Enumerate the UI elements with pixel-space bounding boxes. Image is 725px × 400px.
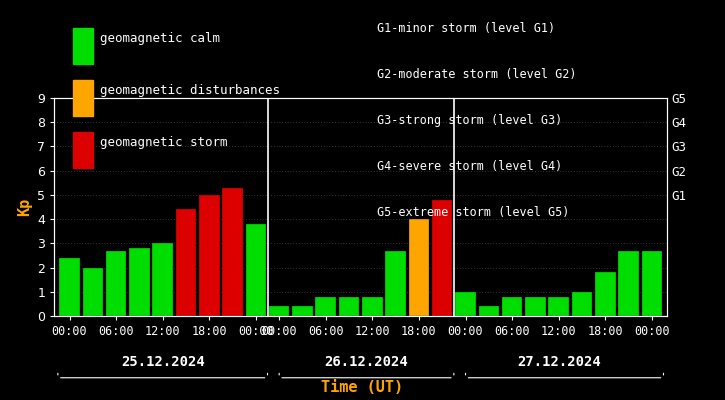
Bar: [642, 250, 662, 316]
Bar: [502, 297, 522, 316]
Bar: [83, 268, 103, 316]
Text: 26.12.2024: 26.12.2024: [325, 355, 408, 369]
Bar: [292, 306, 312, 316]
Text: geomagnetic storm: geomagnetic storm: [100, 136, 228, 148]
Bar: [386, 250, 406, 316]
Bar: [129, 248, 149, 316]
Bar: [223, 188, 243, 316]
Text: G4-severe storm (level G4): G4-severe storm (level G4): [377, 160, 563, 173]
Bar: [246, 224, 266, 316]
Bar: [455, 292, 476, 316]
Bar: [478, 306, 499, 316]
Text: G1-minor storm (level G1): G1-minor storm (level G1): [377, 22, 555, 35]
Bar: [269, 306, 289, 316]
Text: geomagnetic disturbances: geomagnetic disturbances: [100, 84, 280, 96]
Bar: [315, 297, 336, 316]
Y-axis label: Kp: Kp: [17, 198, 32, 216]
Bar: [175, 210, 196, 316]
Text: Time (UT): Time (UT): [321, 380, 404, 395]
Bar: [362, 297, 383, 316]
Bar: [106, 250, 126, 316]
Bar: [409, 219, 429, 316]
Text: G5-extreme storm (level G5): G5-extreme storm (level G5): [377, 206, 569, 219]
Text: 25.12.2024: 25.12.2024: [121, 355, 204, 369]
Bar: [339, 297, 360, 316]
Bar: [525, 297, 546, 316]
Bar: [59, 258, 80, 316]
Bar: [618, 250, 639, 316]
Text: G2-moderate storm (level G2): G2-moderate storm (level G2): [377, 68, 576, 81]
Bar: [152, 243, 173, 316]
Text: 27.12.2024: 27.12.2024: [517, 355, 600, 369]
Bar: [572, 292, 592, 316]
Bar: [199, 195, 220, 316]
Bar: [595, 272, 616, 316]
Bar: [432, 200, 452, 316]
Text: G3-strong storm (level G3): G3-strong storm (level G3): [377, 114, 563, 127]
Text: geomagnetic calm: geomagnetic calm: [100, 32, 220, 44]
Bar: [548, 297, 569, 316]
